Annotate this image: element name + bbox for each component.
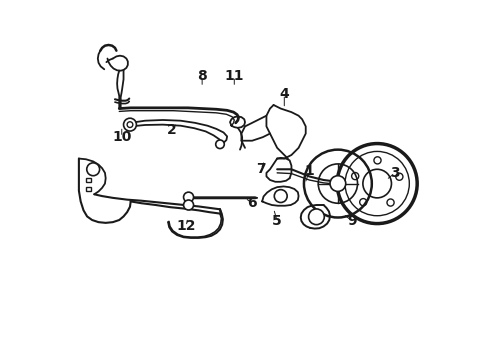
Circle shape xyxy=(330,176,346,192)
Text: 2: 2 xyxy=(167,123,176,137)
Text: 1: 1 xyxy=(304,164,314,178)
Circle shape xyxy=(127,122,133,127)
Text: 3: 3 xyxy=(390,166,400,180)
Text: 9: 9 xyxy=(347,214,357,228)
Circle shape xyxy=(309,209,324,225)
Text: 8: 8 xyxy=(197,69,207,84)
Text: 4: 4 xyxy=(279,87,289,101)
Circle shape xyxy=(184,200,194,210)
Text: 7: 7 xyxy=(256,162,266,176)
Circle shape xyxy=(216,140,224,149)
Text: 11: 11 xyxy=(224,69,244,84)
Text: 5: 5 xyxy=(272,214,282,228)
Circle shape xyxy=(123,118,136,131)
Text: 10: 10 xyxy=(112,130,131,144)
Text: 12: 12 xyxy=(176,220,196,233)
Circle shape xyxy=(274,190,287,203)
Circle shape xyxy=(87,163,99,176)
Text: 6: 6 xyxy=(247,196,257,210)
Circle shape xyxy=(184,192,194,202)
